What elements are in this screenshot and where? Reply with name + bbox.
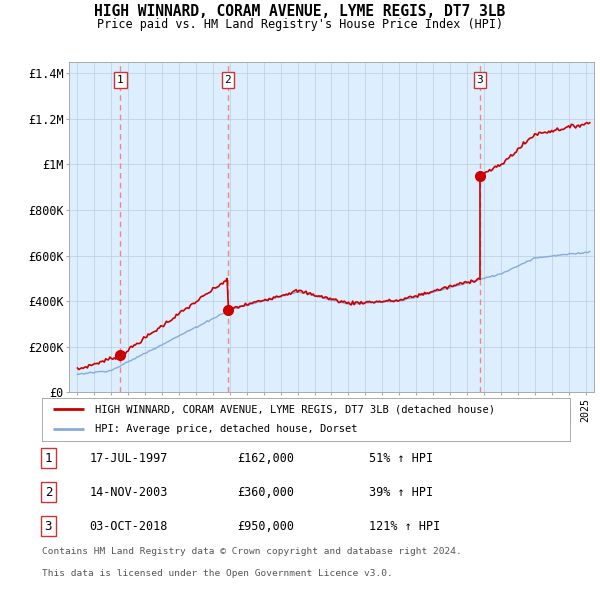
Text: 2: 2 [224, 75, 231, 85]
Text: 03-OCT-2018: 03-OCT-2018 [89, 520, 168, 533]
Text: Contains HM Land Registry data © Crown copyright and database right 2024.: Contains HM Land Registry data © Crown c… [42, 547, 462, 556]
Text: £360,000: £360,000 [238, 486, 295, 499]
Text: 121% ↑ HPI: 121% ↑ HPI [370, 520, 440, 533]
Text: 3: 3 [44, 520, 52, 533]
Text: 1: 1 [117, 75, 124, 85]
Text: £950,000: £950,000 [238, 520, 295, 533]
Text: 3: 3 [476, 75, 483, 85]
Text: HIGH WINNARD, CORAM AVENUE, LYME REGIS, DT7 3LB: HIGH WINNARD, CORAM AVENUE, LYME REGIS, … [94, 4, 506, 19]
Text: 1: 1 [44, 452, 52, 465]
Text: 14-NOV-2003: 14-NOV-2003 [89, 486, 168, 499]
Text: HIGH WINNARD, CORAM AVENUE, LYME REGIS, DT7 3LB (detached house): HIGH WINNARD, CORAM AVENUE, LYME REGIS, … [95, 404, 495, 414]
Text: 51% ↑ HPI: 51% ↑ HPI [370, 452, 433, 465]
Text: HPI: Average price, detached house, Dorset: HPI: Average price, detached house, Dors… [95, 424, 358, 434]
Text: This data is licensed under the Open Government Licence v3.0.: This data is licensed under the Open Gov… [42, 569, 393, 578]
Text: 2: 2 [44, 486, 52, 499]
Text: 39% ↑ HPI: 39% ↑ HPI [370, 486, 433, 499]
Text: 17-JUL-1997: 17-JUL-1997 [89, 452, 168, 465]
Text: Price paid vs. HM Land Registry's House Price Index (HPI): Price paid vs. HM Land Registry's House … [97, 18, 503, 31]
Text: £162,000: £162,000 [238, 452, 295, 465]
